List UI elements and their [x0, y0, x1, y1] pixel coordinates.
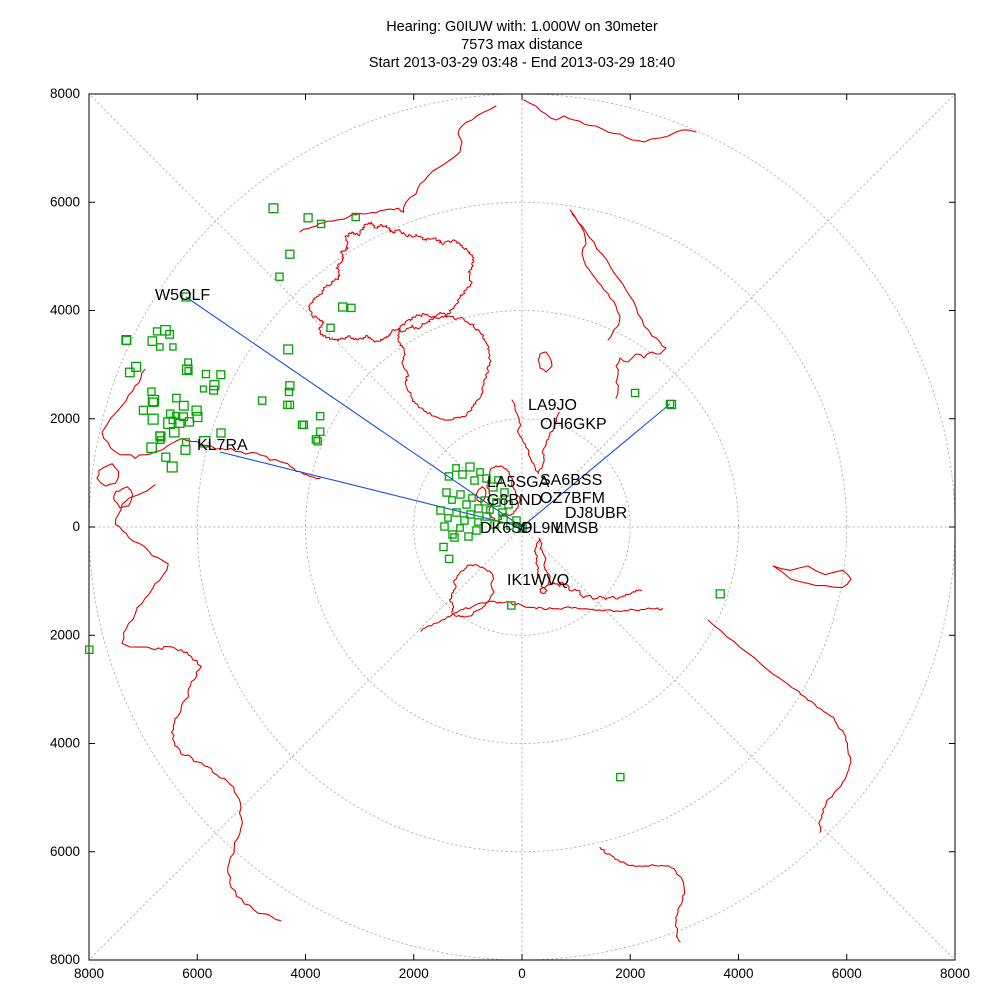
svg-text:4000: 4000	[50, 736, 80, 751]
svg-text:2000: 2000	[399, 966, 429, 981]
svg-text:4000: 4000	[290, 966, 320, 981]
svg-text:2000: 2000	[50, 627, 80, 642]
svg-text:8000: 8000	[74, 966, 104, 981]
svg-text:KL7RA: KL7RA	[197, 437, 248, 454]
svg-text:SA6BSS: SA6BSS	[540, 472, 602, 489]
svg-text:Start 2013-03-29 03:48 - End 2: Start 2013-03-29 03:48 - End 2013-03-29 …	[369, 55, 675, 71]
svg-text:W5OLF: W5OLF	[155, 287, 210, 304]
svg-text:LMSB: LMSB	[555, 520, 599, 537]
svg-text:2000: 2000	[615, 966, 645, 981]
svg-text:LA9JO: LA9JO	[528, 397, 577, 414]
svg-text:8000: 8000	[50, 952, 80, 967]
svg-text:6000: 6000	[182, 966, 212, 981]
svg-text:G8BND: G8BND	[487, 492, 542, 509]
svg-text:6000: 6000	[832, 966, 862, 981]
svg-text:6000: 6000	[50, 844, 80, 859]
svg-text:Hearing: G0IUW with: 1.000W on: Hearing: G0IUW with: 1.000W on 30meter	[386, 19, 658, 35]
svg-text:6000: 6000	[50, 194, 80, 209]
svg-text:2000: 2000	[50, 411, 80, 426]
svg-text:OH6GKP: OH6GKP	[540, 416, 607, 433]
svg-text:7573 max distance: 7573 max distance	[461, 37, 583, 53]
svg-text:0: 0	[72, 519, 80, 534]
svg-text:8000: 8000	[940, 966, 970, 981]
svg-text:8000: 8000	[50, 86, 80, 101]
svg-text:4000: 4000	[50, 303, 80, 318]
svg-text:0: 0	[518, 966, 526, 981]
svg-text:IK1WVQ: IK1WVQ	[507, 572, 569, 589]
svg-text:4000: 4000	[723, 966, 753, 981]
